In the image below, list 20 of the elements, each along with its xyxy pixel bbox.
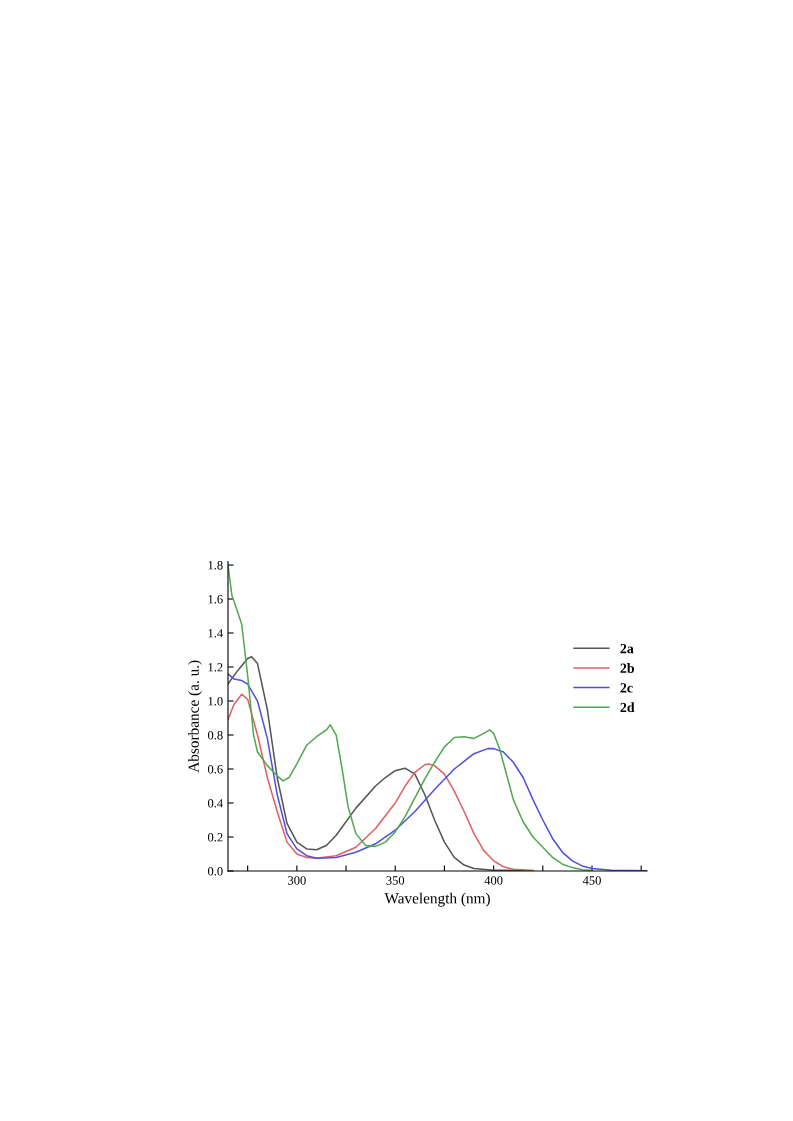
y-tick-label: 1.6 xyxy=(208,595,223,604)
y-tick-label: 1.2 xyxy=(208,663,223,672)
x-axis-title: Wavelength (nm) xyxy=(384,892,490,907)
legend-label: 2a xyxy=(620,643,634,654)
x-tick-label: 400 xyxy=(484,876,503,885)
legend-label: 2b xyxy=(620,663,635,673)
y-axis-title: Absorbance (a. u.) xyxy=(188,660,202,773)
y-tick-label: 1.4 xyxy=(208,629,223,638)
x-tick-label: 350 xyxy=(386,876,405,885)
y-tick-label: 0.4 xyxy=(207,799,223,808)
y-tick-label: 0.8 xyxy=(207,731,223,740)
y-tick-label: 1.8 xyxy=(208,561,223,570)
x-tick-label: 450 xyxy=(582,876,601,885)
x-tick-label: 300 xyxy=(288,876,306,885)
y-tick-label: 0.0 xyxy=(207,867,223,876)
y-tick-label: 0.2 xyxy=(207,833,223,842)
y-tick-label: 1.0 xyxy=(208,697,223,706)
legend-label: 2d xyxy=(620,702,635,713)
legend-label: 2c xyxy=(620,683,633,693)
y-tick-label: 0.6 xyxy=(207,765,223,774)
